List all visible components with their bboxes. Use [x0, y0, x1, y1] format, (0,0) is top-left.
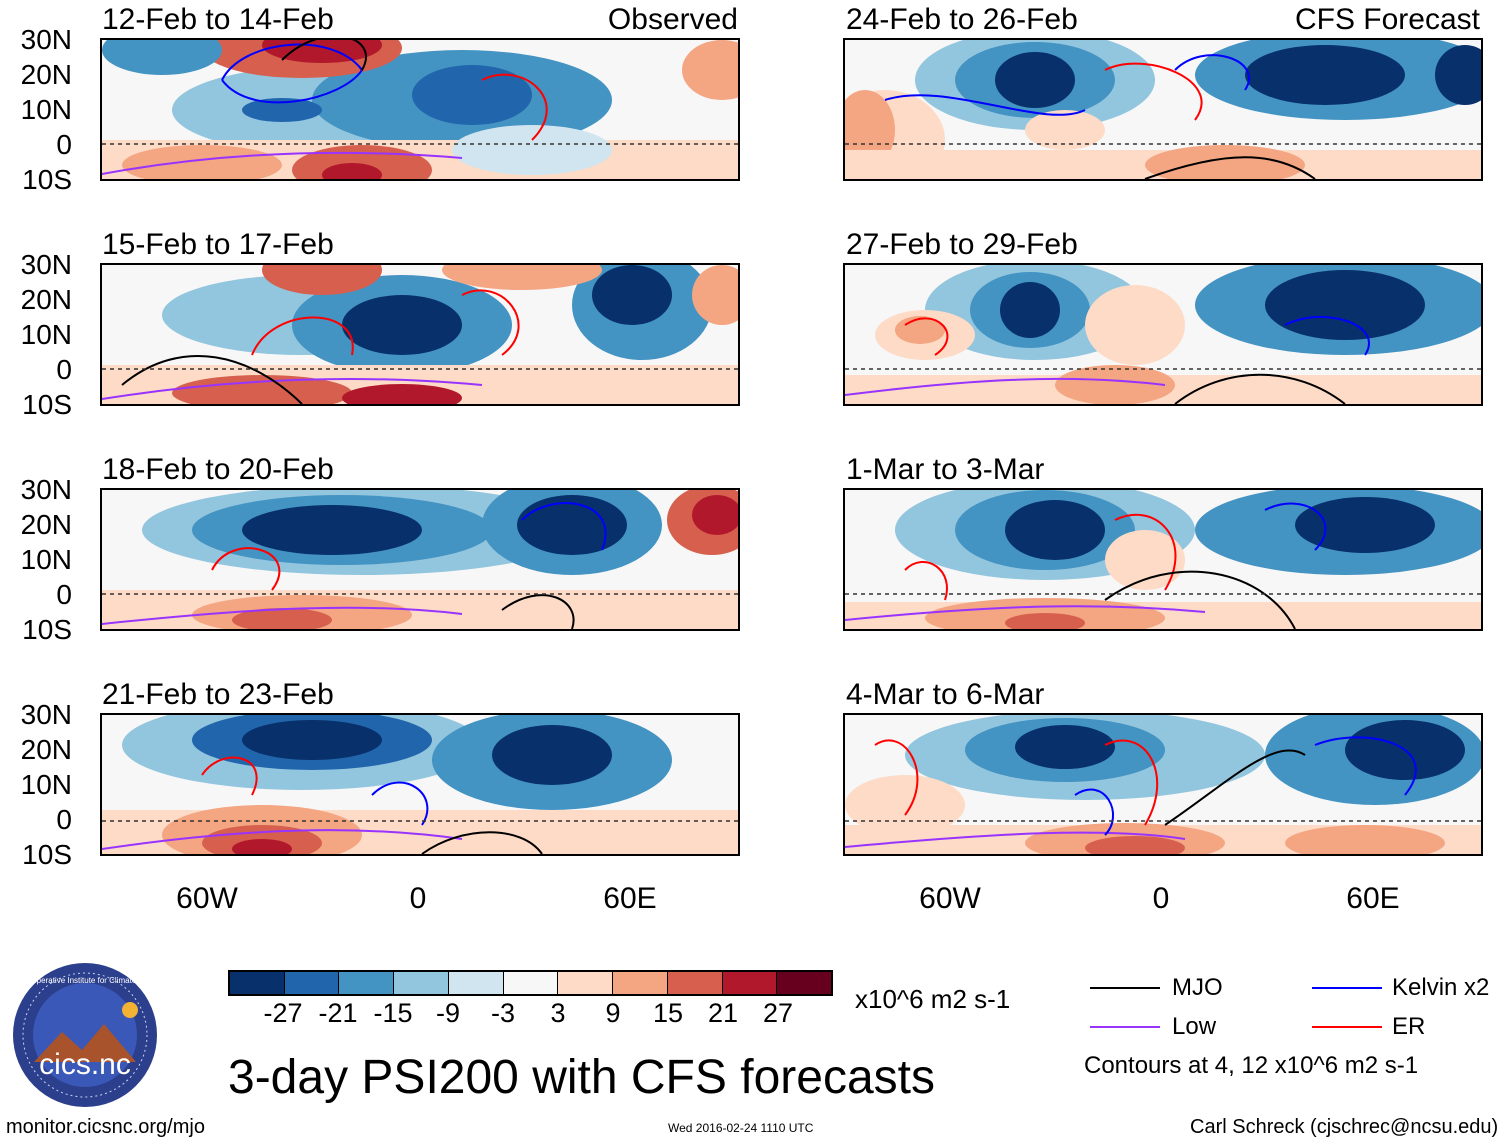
colorbar-cell — [447, 972, 503, 994]
footer-timestamp: Wed 2016-02-24 1110 UTC — [668, 1121, 814, 1135]
legend-label-kelvin: Kelvin x2 — [1392, 974, 1490, 1001]
lat-label: 20N — [20, 59, 72, 90]
legend-label-er: ER — [1392, 1013, 1426, 1040]
colorbar-cell — [393, 972, 448, 994]
legend-swatch-er — [1312, 1026, 1382, 1028]
map-panel — [100, 713, 740, 856]
main-title: 3-day PSI200 with CFS forecasts — [228, 1051, 935, 1104]
map-panel — [843, 713, 1483, 856]
legend-swatch-low — [1090, 1026, 1160, 1028]
lat-label: 20N — [20, 509, 72, 540]
lon-label: 0 — [409, 882, 427, 915]
colorbar-cell — [230, 972, 284, 994]
lon-label: 0 — [1152, 882, 1170, 915]
colorbar-tick-label: 3 — [550, 998, 566, 1028]
colorbar-tick-label: -27 — [263, 998, 303, 1028]
lat-label: 30N — [20, 24, 72, 55]
lat-label: 10S — [22, 164, 72, 195]
lat-label: 0 — [56, 804, 72, 835]
lat-label: 10N — [20, 769, 72, 800]
lon-label: 60E — [603, 882, 657, 915]
map-panel — [100, 488, 740, 631]
panel-title: 21-Feb to 23-Feb — [102, 678, 334, 711]
panel-title: 4-Mar to 6-Mar — [846, 678, 1045, 711]
colorbar-cell — [557, 972, 613, 994]
lat-label: 10S — [22, 389, 72, 420]
lat-label: 0 — [56, 129, 72, 160]
logo-text: cics.nc — [39, 1048, 131, 1081]
lat-label: 20N — [20, 734, 72, 765]
footer-author: Carl Schreck (cjschrec@ncsu.edu) — [1190, 1116, 1499, 1138]
colorbar-cell — [721, 972, 777, 994]
colorbar — [228, 970, 833, 996]
footer-url: monitor.cicsnc.org/mjo — [6, 1116, 205, 1138]
colorbar-tick-label: -9 — [435, 998, 460, 1028]
colorbar-cell — [502, 972, 558, 994]
panel-title: 15-Feb to 17-Feb — [102, 228, 334, 261]
lat-label: 0 — [56, 354, 72, 385]
lon-label: 60W — [919, 882, 981, 915]
colorbar-cell — [612, 972, 667, 994]
colorbar-tick-label: 15 — [652, 998, 684, 1028]
colorbar-tick-label: -3 — [490, 998, 515, 1028]
panel-source-label: Observed — [607, 3, 738, 36]
legend-label-low: Low — [1172, 1013, 1217, 1040]
lon-label: 60W — [176, 882, 238, 915]
cics-logo: cics.nc Cooperative Institute for Climat… — [12, 962, 158, 1108]
panel-title: 27-Feb to 29-Feb — [846, 228, 1078, 261]
logo-ring-text: Cooperative Institute for Climate and Sa… — [22, 976, 148, 985]
lat-label: 30N — [20, 474, 72, 505]
colorbar-tick-label: 27 — [762, 998, 794, 1028]
lat-label: 10S — [22, 614, 72, 645]
colorbar-cell — [283, 972, 339, 994]
panel-title: 1-Mar to 3-Mar — [846, 453, 1045, 486]
panel-title: 12-Feb to 14-Feb — [102, 3, 334, 36]
colorbar-tick-label: 9 — [605, 998, 621, 1028]
lat-label: 10N — [20, 319, 72, 350]
colorbar-cell — [666, 972, 722, 994]
map-panel — [100, 263, 740, 406]
map-panel — [843, 38, 1483, 181]
panel-source-label: CFS Forecast — [1294, 3, 1480, 36]
colorbar-cell — [776, 972, 832, 994]
legend-swatch-kelvin — [1312, 987, 1382, 989]
lat-label: 10N — [20, 94, 72, 125]
lat-label: 0 — [56, 579, 72, 610]
legend-note: Contours at 4, 12 x10^6 m2 s-1 — [1084, 1052, 1419, 1079]
colorbar-tick-label: -15 — [373, 998, 413, 1028]
panel-title: 18-Feb to 20-Feb — [102, 453, 334, 486]
legend-label-mjo: MJO — [1172, 974, 1223, 1001]
lat-label: 30N — [20, 699, 72, 730]
lat-label: 20N — [20, 284, 72, 315]
colorbar-tick-label: -21 — [318, 998, 358, 1028]
map-panel — [843, 263, 1483, 406]
map-panel — [843, 488, 1483, 631]
colorbar-units: x10^6 m2 s-1 — [855, 984, 1011, 1014]
map-panel — [100, 38, 740, 181]
panel-title: 24-Feb to 26-Feb — [846, 3, 1078, 36]
lat-label: 30N — [20, 249, 72, 280]
lat-label: 10S — [22, 839, 72, 870]
lat-label: 10N — [20, 544, 72, 575]
legend-swatch-mjo — [1090, 987, 1160, 989]
colorbar-tick-label: 21 — [707, 998, 739, 1028]
colorbar-cell — [338, 972, 394, 994]
lon-label: 60E — [1346, 882, 1400, 915]
